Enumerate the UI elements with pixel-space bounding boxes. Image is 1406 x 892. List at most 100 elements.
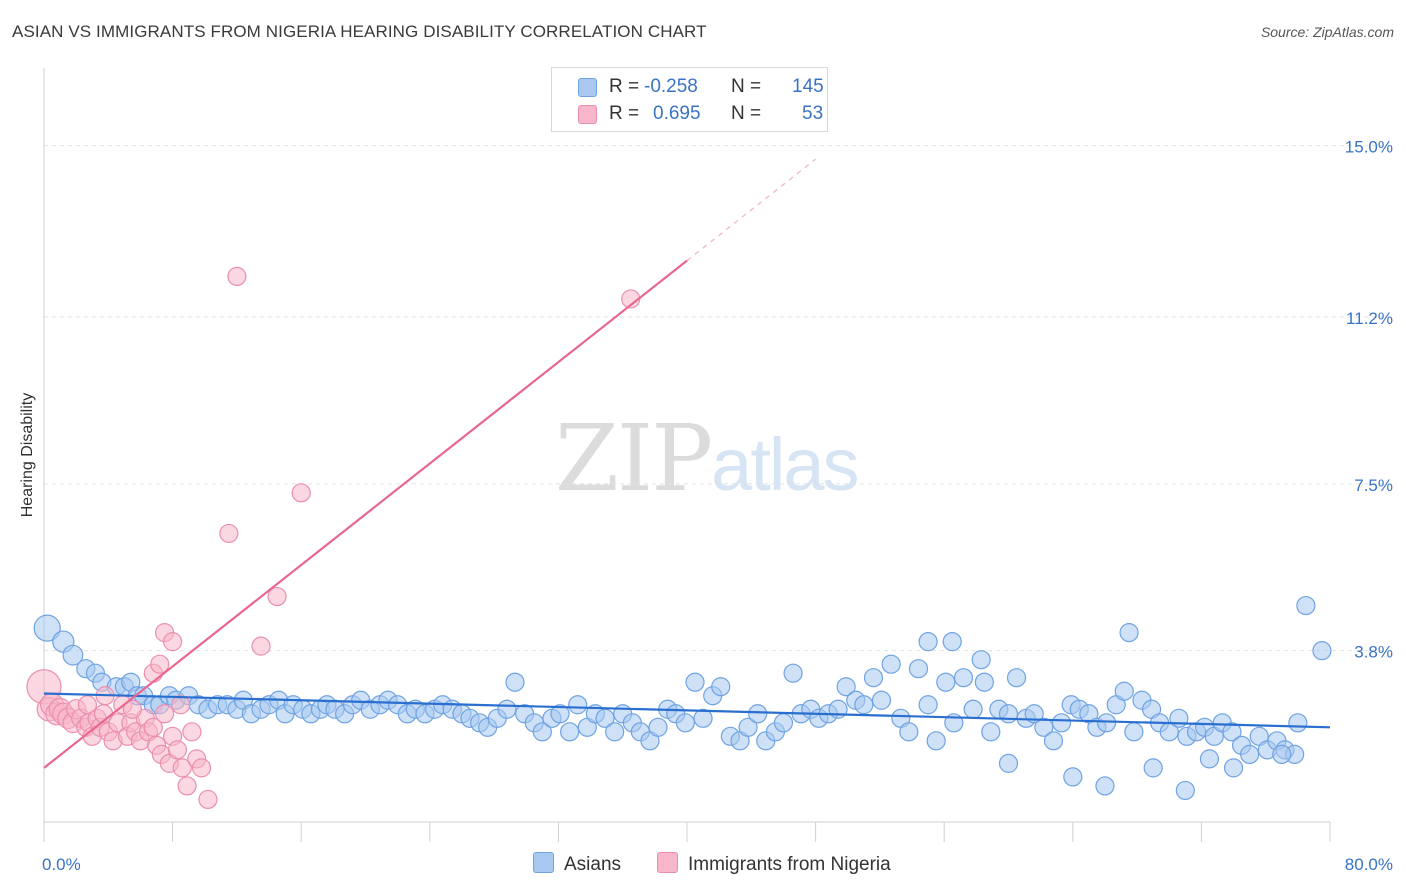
- point-asians: [918, 695, 938, 715]
- point-nigeria: [172, 758, 192, 778]
- point-asians: [1051, 713, 1072, 733]
- chart-title: ASIAN VS IMMIGRANTS FROM NIGERIA HEARING…: [12, 22, 707, 41]
- point-asians: [560, 722, 580, 742]
- point-asians: [971, 650, 991, 670]
- trendline-nigeria-extension: [686, 158, 817, 262]
- point-asians: [738, 717, 758, 737]
- legend-n-label: N =: [731, 103, 762, 124]
- correlation-legend: R = -0.258 N = 145 R = 0.695 N = 53: [551, 67, 828, 132]
- point-asians: [1043, 731, 1064, 751]
- point-asians: [693, 708, 713, 728]
- point-asians: [1124, 722, 1144, 742]
- watermark: ZIPatlas: [555, 405, 859, 512]
- point-asians: [773, 713, 794, 733]
- point-asians: [998, 753, 1019, 773]
- point-asians: [1222, 722, 1242, 742]
- point-nigeria: [219, 523, 239, 544]
- point-nigeria: [77, 695, 98, 715]
- point-asians: [1223, 758, 1244, 778]
- point-nigeria: [251, 636, 271, 656]
- x-tick-label-max: 80.0%: [1345, 855, 1393, 874]
- point-asians: [1272, 744, 1292, 764]
- legend-bottom-label-nigeria: Immigrants from Nigeria: [688, 854, 891, 875]
- point-nigeria: [198, 789, 218, 810]
- point-asians: [953, 668, 974, 688]
- point-asians: [532, 722, 552, 742]
- point-nigeria: [291, 483, 311, 503]
- point-asians: [497, 699, 517, 719]
- point-asians: [711, 677, 731, 697]
- point-asians: [918, 632, 938, 652]
- source-credit: Source: ZipAtlas.com: [1260, 24, 1394, 40]
- trendline-nigeria: [43, 259, 688, 769]
- point-asians: [881, 654, 901, 674]
- point-asians: [1063, 767, 1083, 787]
- point-asians: [1096, 713, 1117, 733]
- point-asians: [1114, 681, 1134, 701]
- point-asians: [1024, 704, 1044, 724]
- point-nigeria: [177, 776, 197, 796]
- point-asians: [1312, 641, 1332, 661]
- legend-bottom-label-asians: Asians: [564, 854, 622, 875]
- point-asians: [1296, 595, 1316, 616]
- point-asians: [936, 672, 956, 692]
- legend-r-label: R =: [609, 76, 640, 97]
- legend-n-label: N =: [731, 76, 762, 97]
- point-nigeria: [227, 266, 247, 286]
- point-nigeria: [122, 699, 143, 719]
- point-nigeria: [171, 695, 191, 715]
- legend-swatch-asians: [578, 78, 597, 97]
- legend-n-value: 145: [792, 76, 824, 97]
- legend-swatch-nigeria: [578, 105, 597, 124]
- legend-item-nigeria: Immigrants from Nigeria: [657, 852, 891, 876]
- y-tick-label: 7.5%: [1354, 476, 1393, 495]
- point-asians: [1119, 623, 1139, 643]
- point-asians: [1199, 749, 1220, 769]
- trendline-asians: [43, 692, 1331, 729]
- point-nigeria: [150, 654, 170, 674]
- point-nigeria: [191, 758, 212, 778]
- point-nigeria: [163, 632, 183, 652]
- watermark-atlas: atlas: [711, 423, 859, 506]
- point-asians: [942, 632, 962, 652]
- point-asians: [854, 695, 874, 715]
- point-asians: [836, 677, 856, 697]
- y-tick-label: 15.0%: [1345, 138, 1393, 157]
- y-tick-label: 3.8%: [1354, 643, 1393, 662]
- point-asians: [963, 699, 983, 719]
- point-asians: [605, 722, 625, 742]
- legend-bottom-swatch-asians: [533, 852, 554, 873]
- point-asians: [1143, 758, 1163, 778]
- y-tick-label: 11.2%: [1346, 309, 1393, 328]
- point-asians: [974, 672, 994, 692]
- point-asians: [981, 722, 1001, 742]
- point-asians: [62, 644, 84, 666]
- point-nigeria: [182, 722, 202, 742]
- point-asians: [926, 731, 946, 751]
- point-asians: [1175, 780, 1195, 801]
- watermark-zip: ZIP: [555, 405, 713, 512]
- legend-n-value: 53: [802, 103, 824, 124]
- x-tick-label-min: 0.0%: [42, 855, 81, 874]
- legend-r-value: 0.695: [653, 103, 701, 124]
- point-asians: [648, 717, 668, 737]
- point-asians: [1240, 744, 1260, 764]
- point-nigeria: [167, 740, 188, 760]
- point-asians: [1006, 668, 1027, 688]
- point-asians: [871, 690, 892, 710]
- point-nigeria: [154, 704, 175, 724]
- point-asians: [863, 668, 884, 688]
- legend-r-value: -0.258: [644, 76, 698, 97]
- point-nigeria: [267, 586, 287, 607]
- point-asians: [568, 695, 588, 715]
- point-asians: [748, 704, 768, 724]
- point-asians: [1034, 717, 1054, 737]
- point-asians: [550, 704, 570, 724]
- point-asians: [505, 672, 525, 692]
- legend-r-label: R =: [609, 103, 640, 124]
- point-asians: [783, 663, 803, 683]
- legend-item-asians: Asians: [533, 852, 621, 876]
- point-asians: [1288, 713, 1308, 733]
- point-asians: [908, 659, 929, 679]
